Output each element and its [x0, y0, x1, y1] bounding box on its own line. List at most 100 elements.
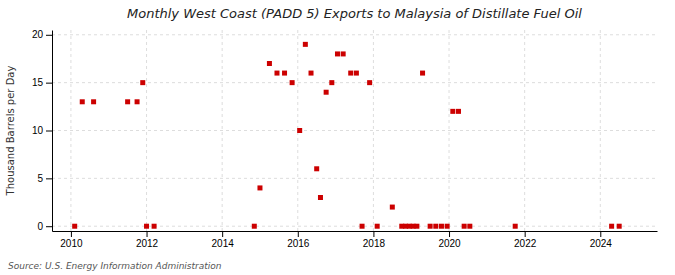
y-grid-line: [52, 178, 657, 179]
x-axis-tick-mark: [298, 231, 299, 237]
x-axis-line: [53, 231, 658, 232]
point: [348, 71, 353, 76]
y-axis-tick-mark: [46, 35, 52, 36]
y-axis-tick-mark: [46, 83, 52, 84]
point: [309, 71, 314, 76]
point: [125, 99, 130, 104]
x-grid-line: [373, 30, 374, 231]
y-axis-tick: 10: [32, 125, 52, 136]
point: [80, 99, 85, 104]
point: [140, 80, 145, 85]
point: [318, 195, 323, 200]
x-axis-tick-label: 2018: [363, 238, 386, 249]
x-axis-tick-mark: [222, 231, 223, 237]
point: [445, 224, 450, 229]
point: [462, 224, 467, 229]
x-axis-tick-label: 2024: [590, 238, 613, 249]
x-axis-tick: 2018: [363, 231, 386, 249]
y-axis-tick-label: 20: [32, 29, 44, 40]
annotation: Source: U.S. Energy Information Administ…: [8, 261, 222, 271]
x-grid-line: [222, 30, 223, 231]
point: [414, 224, 419, 229]
point: [360, 224, 365, 229]
point: [290, 80, 295, 85]
x-grid-line: [600, 30, 601, 231]
point: [390, 205, 395, 210]
point: [257, 185, 262, 190]
y-axis-tick: 15: [32, 77, 52, 88]
x-axis-tick-mark: [147, 231, 148, 237]
chart: 2010201220142016201820202022202405101520…: [0, 0, 675, 275]
y-axis-tick-label: 5: [37, 173, 43, 184]
x-axis-tick-label: 2016: [287, 238, 310, 249]
x-axis-tick-label: 2010: [60, 238, 83, 249]
point: [329, 80, 334, 85]
point: [335, 51, 340, 56]
x-axis-tick-mark: [449, 231, 450, 237]
x-axis-tick: 2010: [60, 231, 83, 249]
x-grid-line: [524, 30, 525, 231]
x-axis-tick: 2014: [212, 231, 235, 249]
x-axis-tick-mark: [71, 231, 72, 237]
point: [375, 224, 380, 229]
point: [513, 224, 518, 229]
y-axis-tick-mark: [46, 131, 52, 132]
point: [267, 61, 272, 66]
title: Monthly West Coast (PADD 5) Exports to M…: [127, 6, 582, 21]
x-axis-tick: 2022: [514, 231, 537, 249]
x-axis-tick-label: 2012: [136, 238, 159, 249]
x-axis-tick-mark: [600, 231, 601, 237]
y-axis-tick: 5: [37, 173, 52, 184]
x-axis-tick-label: 2014: [212, 238, 235, 249]
x-axis-tick: 2012: [136, 231, 159, 249]
point: [324, 90, 329, 95]
x-axis-tick-mark: [373, 231, 374, 237]
point: [144, 224, 149, 229]
point: [617, 224, 622, 229]
y-axis-tick-mark: [46, 226, 52, 227]
y-axis-tick: 20: [32, 29, 52, 40]
y-axis-title: Thousand Barrels per Day: [5, 66, 16, 197]
point: [72, 224, 77, 229]
x-axis-tick-mark: [525, 231, 526, 237]
y-axis-tick-label: 15: [32, 77, 44, 88]
point: [439, 224, 444, 229]
point: [428, 224, 433, 229]
y-axis-tick-label: 0: [37, 221, 43, 232]
point: [274, 71, 279, 76]
x-axis-tick: 2020: [438, 231, 461, 249]
point: [341, 51, 346, 56]
y-axis-tick-label: 10: [32, 125, 44, 136]
point: [456, 109, 461, 114]
y-grid-line: [52, 34, 657, 35]
x-axis-tick: 2024: [590, 231, 613, 249]
y-axis: 0 5 10 15 20: [32, 29, 53, 231]
point: [282, 71, 287, 76]
y-grid-line: [52, 226, 657, 227]
x-axis: 2010 2012 2014 2016 2018 2020 2022 2024: [53, 231, 658, 249]
x-grid-line: [146, 30, 147, 231]
point: [91, 99, 96, 104]
points: [72, 42, 622, 229]
grid: [52, 30, 657, 231]
point: [367, 80, 372, 85]
point: [303, 42, 308, 47]
x-grid-line: [449, 30, 450, 231]
point: [252, 224, 257, 229]
point: [354, 71, 359, 76]
point: [314, 166, 319, 171]
plot-area: 2010 2012 2014 2016 2018 2020 2022 2024 0 5 10 15 20: [32, 29, 658, 249]
point: [420, 71, 425, 76]
x-axis-tick-label: 2020: [438, 238, 461, 249]
point: [433, 224, 438, 229]
y-axis-tick: 0: [37, 221, 52, 232]
x-axis-tick-label: 2022: [514, 238, 537, 249]
point: [450, 109, 455, 114]
y-axis-line: [52, 31, 53, 232]
point: [297, 128, 302, 133]
point: [609, 224, 614, 229]
y-axis-tick-mark: [46, 178, 52, 179]
point: [135, 99, 140, 104]
x-axis-tick: 2016: [287, 231, 310, 249]
x-grid-line: [70, 30, 71, 231]
